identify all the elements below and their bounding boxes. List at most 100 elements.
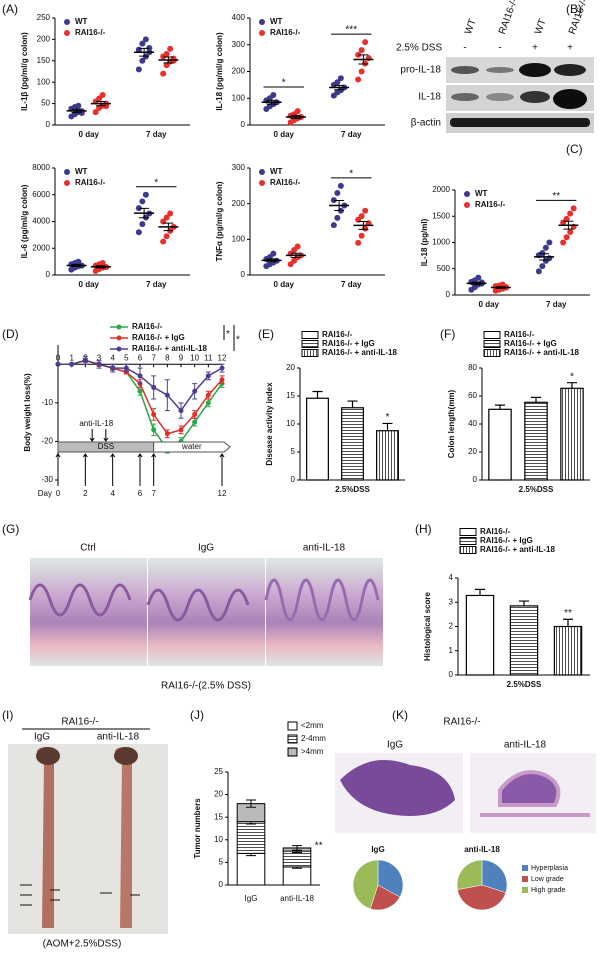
- data-point: [563, 234, 570, 241]
- histology-image: [148, 558, 265, 666]
- legend-marker: [464, 202, 470, 208]
- legend-label: >4mm: [301, 747, 324, 756]
- photo-title: RAI16-/-: [61, 717, 98, 728]
- pie-title: anti-IL-18: [464, 845, 500, 854]
- pie-slice: [352, 859, 379, 910]
- tumor-images: [335, 753, 596, 833]
- y-axis-label: IL-1β (pg/ml/g colon): [20, 32, 29, 111]
- treatment-sign: -: [463, 43, 466, 54]
- legend-marker: [64, 169, 70, 175]
- tissue: [340, 760, 455, 816]
- y-tick-label: 0: [46, 120, 51, 129]
- data-point: [355, 239, 362, 246]
- x-tick-label: 0 day: [479, 300, 500, 309]
- x-tick-label: 8: [165, 353, 170, 362]
- error-bar: [358, 54, 369, 65]
- x-tick-label: 10: [190, 353, 199, 362]
- photo-label: IgG: [34, 732, 50, 743]
- y-tick-label: 500: [437, 264, 451, 273]
- x-tick-label: 0 day: [79, 130, 100, 139]
- blot-row-label: β-actin: [411, 118, 441, 129]
- data-point: [163, 50, 170, 57]
- band: [520, 91, 550, 103]
- bar: [553, 625, 583, 676]
- data-point: [103, 103, 110, 110]
- y-axis-label: Histological score: [423, 592, 432, 661]
- data-point: [355, 51, 362, 58]
- error-bar: [334, 199, 345, 211]
- error-bar: [312, 390, 323, 399]
- legend-label: Hyperplasia: [531, 865, 568, 872]
- data-point: [135, 229, 142, 236]
- y-axis-label: TNFα (pg/ml/g colon): [215, 181, 224, 261]
- y-tick-label: 40: [468, 419, 477, 428]
- panel-label: (G): [2, 522, 19, 536]
- y-tick-label: 4: [449, 573, 454, 582]
- marker: [151, 427, 157, 433]
- legend-swatch: [301, 349, 319, 357]
- data-point: [362, 207, 369, 214]
- legend-label: RAI16-/-: [475, 200, 506, 209]
- significance: *: [282, 78, 286, 89]
- bar: [488, 408, 512, 481]
- data-point: [475, 274, 482, 281]
- data-point: [539, 263, 546, 270]
- colon-photo: [8, 744, 168, 934]
- significance: **: [564, 608, 572, 619]
- y-tick-label: 2000: [432, 185, 450, 194]
- x-tick-label: 1: [69, 353, 74, 362]
- timeline-label: anti-IL-18: [79, 419, 113, 428]
- bar: [560, 387, 584, 481]
- data-point: [99, 92, 106, 99]
- legend-swatch: [483, 349, 501, 357]
- image-label: Ctrl: [80, 543, 96, 554]
- error-bar: [471, 281, 482, 286]
- legend-swatch: [483, 340, 501, 348]
- legend-label: WT: [475, 189, 488, 198]
- y-tick-label: 100: [37, 77, 51, 86]
- image-label: anti-IL-18: [504, 740, 547, 751]
- day-label: Day: [38, 489, 52, 498]
- histology-image: [30, 558, 147, 666]
- data-point: [167, 210, 174, 217]
- day-tick-label: 12: [218, 489, 227, 498]
- error-bar: [495, 404, 505, 410]
- colon: [114, 747, 132, 928]
- error-bar: [334, 84, 345, 91]
- legend-swatch: [459, 546, 477, 554]
- data-point: [358, 68, 365, 75]
- x-tick-label: 5: [124, 353, 129, 362]
- y-tick-label: 20: [468, 447, 477, 456]
- legend-marker: [259, 19, 265, 25]
- legend-swatch: [522, 865, 528, 871]
- significance: *: [349, 168, 353, 179]
- marker: [205, 373, 211, 379]
- image-label: IgG: [198, 543, 214, 554]
- data-point: [334, 214, 341, 221]
- pie-title: IgG: [371, 845, 384, 854]
- data-point: [142, 36, 149, 43]
- y-tick-label: 1500: [432, 211, 450, 220]
- y-tick-label: 1000: [432, 238, 450, 247]
- data-point: [570, 205, 577, 212]
- data-point: [365, 55, 372, 62]
- legend-label: RAI16-/- + anti-IL-18: [480, 545, 555, 554]
- bar-segment: [236, 821, 266, 854]
- bar: [306, 397, 329, 481]
- histology-images: [28, 558, 383, 666]
- data-point: [535, 268, 542, 275]
- legend-label: WT: [75, 167, 88, 176]
- day-arrow: [137, 453, 143, 486]
- data-point: [567, 210, 574, 217]
- y-tick-label: 25: [214, 767, 223, 776]
- data-point: [92, 109, 99, 116]
- significance: *: [386, 412, 390, 423]
- significance: *: [570, 371, 574, 382]
- marker: [82, 357, 88, 363]
- pie-slice: [481, 859, 508, 894]
- injection-arrow: [89, 429, 95, 442]
- legend-label: RAI16-/-: [504, 330, 535, 339]
- legend-label: RAI16-/- + anti-IL-18: [504, 348, 579, 357]
- legend-swatch: [522, 876, 528, 882]
